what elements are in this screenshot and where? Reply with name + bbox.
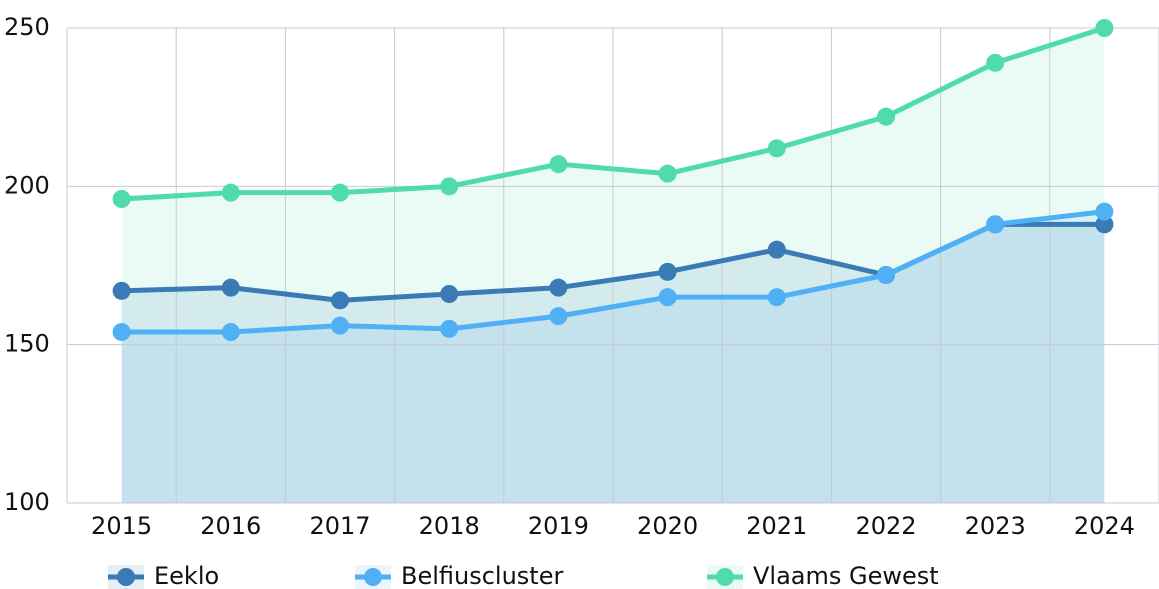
point bbox=[331, 316, 349, 335]
y-tick-label: 100 bbox=[4, 488, 50, 516]
point bbox=[112, 323, 131, 341]
point bbox=[767, 240, 786, 259]
line bbox=[121, 209, 1105, 335]
point bbox=[549, 278, 568, 297]
point bbox=[112, 281, 131, 300]
x-tick-label: 2018 bbox=[419, 512, 480, 540]
point bbox=[986, 215, 1005, 234]
x-tick-label: 2024 bbox=[1074, 512, 1135, 540]
point bbox=[767, 288, 786, 307]
legend-label: Eeklo bbox=[154, 562, 219, 589]
legend-marker bbox=[716, 568, 734, 586]
point bbox=[221, 278, 240, 297]
x-tick-label: 2019 bbox=[528, 512, 589, 540]
y-tick-label: 150 bbox=[4, 330, 50, 358]
x-tick-label: 2020 bbox=[637, 512, 698, 540]
point bbox=[440, 177, 459, 196]
point bbox=[986, 53, 1005, 72]
x-tick-label: 2016 bbox=[200, 512, 261, 540]
point bbox=[440, 319, 459, 338]
x-tick-label: 2015 bbox=[91, 512, 152, 540]
point bbox=[331, 183, 349, 202]
point bbox=[658, 164, 677, 183]
legend-marker bbox=[364, 568, 382, 586]
point bbox=[549, 155, 568, 174]
legend-marker bbox=[117, 568, 135, 586]
y-tick-label: 250 bbox=[4, 13, 50, 41]
legend-label: Vlaams Gewest bbox=[753, 562, 939, 589]
x-tick-label: 2022 bbox=[855, 512, 916, 540]
line bbox=[121, 25, 1106, 202]
point bbox=[767, 139, 786, 158]
point bbox=[658, 262, 677, 281]
point bbox=[1095, 202, 1114, 221]
point bbox=[440, 285, 459, 303]
x-tick-label: 2023 bbox=[965, 512, 1026, 540]
point bbox=[221, 323, 240, 341]
point bbox=[1095, 215, 1114, 234]
point bbox=[658, 288, 677, 307]
point bbox=[331, 291, 349, 310]
point bbox=[1095, 19, 1114, 37]
x-tick-label: 2021 bbox=[746, 512, 807, 540]
point bbox=[877, 107, 895, 126]
point bbox=[112, 190, 131, 208]
point bbox=[221, 183, 240, 202]
point bbox=[877, 266, 895, 284]
legend-label: Belfiuscluster bbox=[401, 562, 563, 589]
y-tick-label: 200 bbox=[4, 171, 50, 199]
point bbox=[549, 307, 568, 326]
x-tick-label: 2017 bbox=[309, 512, 370, 540]
